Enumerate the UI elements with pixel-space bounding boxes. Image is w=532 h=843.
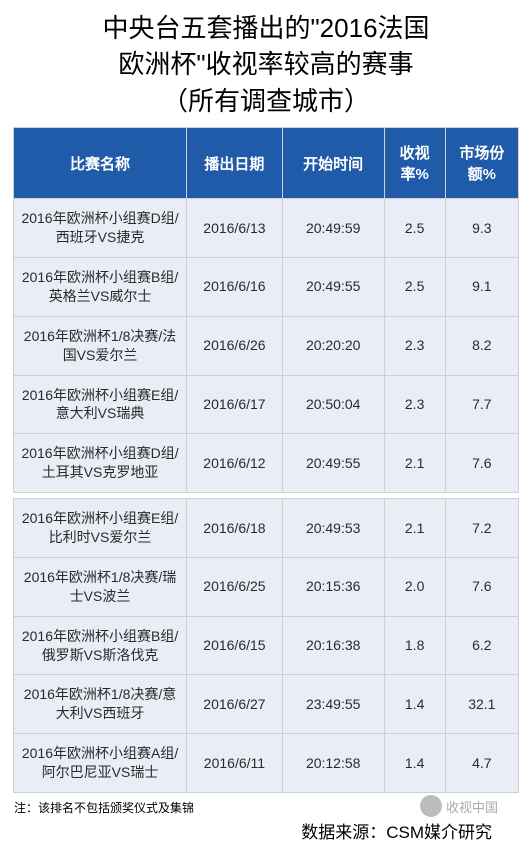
cell-time: 20:49:53 xyxy=(282,499,384,558)
th-rate: 收视率% xyxy=(384,128,445,199)
cell-date: 2016/6/13 xyxy=(187,199,283,258)
cell-name: 2016年欧洲杯1/8决赛/意大利VS西班牙 xyxy=(14,675,187,734)
table-row: 2016年欧洲杯小组赛D组/西班牙VS捷克2016/6/1320:49:592.… xyxy=(14,199,519,258)
cell-share: 8.2 xyxy=(445,316,518,375)
cell-time: 20:12:58 xyxy=(282,734,384,793)
cell-name: 2016年欧洲杯小组赛E组/比利时VS爱尔兰 xyxy=(14,499,187,558)
data-source: 数据来源：CSM媒介研究 xyxy=(0,816,532,843)
title-line-1: 欧洲杯"收视率较高的赛事 xyxy=(118,49,413,79)
cell-rate: 2.1 xyxy=(384,434,445,493)
cell-share: 7.6 xyxy=(445,557,518,616)
cell-share: 32.1 xyxy=(445,675,518,734)
table-row: 2016年欧洲杯小组赛E组/比利时VS爱尔兰2016/6/1820:49:532… xyxy=(14,499,519,558)
cell-time: 20:49:55 xyxy=(282,434,384,493)
table-row: 2016年欧洲杯小组赛B组/俄罗斯VS斯洛伐克2016/6/1520:16:38… xyxy=(14,616,519,675)
watermark-avatar-icon xyxy=(420,795,442,817)
cell-rate: 2.5 xyxy=(384,199,445,258)
title-line-0: 中央台五套播出的"2016法国 xyxy=(102,13,429,43)
cell-date: 2016/6/25 xyxy=(187,557,283,616)
cell-time: 20:15:36 xyxy=(282,557,384,616)
cell-share: 7.2 xyxy=(445,499,518,558)
cell-date: 2016/6/16 xyxy=(187,257,283,316)
cell-rate: 2.0 xyxy=(384,557,445,616)
title-line-2: （所有调查城市） xyxy=(162,86,370,116)
cell-name: 2016年欧洲杯小组赛E组/意大利VS瑞典 xyxy=(14,375,187,434)
table-row: 2016年欧洲杯小组赛E组/意大利VS瑞典2016/6/1720:50:042.… xyxy=(14,375,519,434)
cell-name: 2016年欧洲杯1/8决赛/瑞士VS波兰 xyxy=(14,557,187,616)
cell-rate: 2.3 xyxy=(384,316,445,375)
cell-share: 9.1 xyxy=(445,257,518,316)
cell-rate: 2.1 xyxy=(384,499,445,558)
page-title: 中央台五套播出的"2016法国 欧洲杯"收视率较高的赛事 （所有调查城市） xyxy=(0,0,532,127)
cell-date: 2016/6/27 xyxy=(187,675,283,734)
cell-share: 4.7 xyxy=(445,734,518,793)
cell-rate: 2.5 xyxy=(384,257,445,316)
cell-share: 7.6 xyxy=(445,434,518,493)
cell-name: 2016年欧洲杯小组赛A组/阿尔巴尼亚VS瑞士 xyxy=(14,734,187,793)
table-row: 2016年欧洲杯小组赛B组/英格兰VS威尔士2016/6/1620:49:552… xyxy=(14,257,519,316)
cell-name: 2016年欧洲杯小组赛D组/土耳其VS克罗地亚 xyxy=(14,434,187,493)
table-row: 2016年欧洲杯1/8决赛/法国VS爱尔兰2016/6/2620:20:202.… xyxy=(14,316,519,375)
cell-name: 2016年欧洲杯1/8决赛/法国VS爱尔兰 xyxy=(14,316,187,375)
cell-name: 2016年欧洲杯小组赛B组/俄罗斯VS斯洛伐克 xyxy=(14,616,187,675)
ratings-table: 比赛名称 播出日期 开始时间 收视率% 市场份额% 2016年欧洲杯小组赛D组/… xyxy=(13,127,519,793)
cell-rate: 1.4 xyxy=(384,734,445,793)
cell-date: 2016/6/11 xyxy=(187,734,283,793)
cell-time: 23:49:55 xyxy=(282,675,384,734)
cell-date: 2016/6/17 xyxy=(187,375,283,434)
cell-name: 2016年欧洲杯小组赛D组/西班牙VS捷克 xyxy=(14,199,187,258)
cell-time: 20:49:59 xyxy=(282,199,384,258)
cell-date: 2016/6/15 xyxy=(187,616,283,675)
table-row: 2016年欧洲杯小组赛D组/土耳其VS克罗地亚2016/6/1220:49:55… xyxy=(14,434,519,493)
th-time: 开始时间 xyxy=(282,128,384,199)
table-row: 2016年欧洲杯1/8决赛/瑞士VS波兰2016/6/2520:15:362.0… xyxy=(14,557,519,616)
table-row: 2016年欧洲杯1/8决赛/意大利VS西班牙2016/6/2723:49:551… xyxy=(14,675,519,734)
table-header-row: 比赛名称 播出日期 开始时间 收视率% 市场份额% xyxy=(14,128,519,199)
cell-date: 2016/6/12 xyxy=(187,434,283,493)
table-body: 2016年欧洲杯小组赛D组/西班牙VS捷克2016/6/1320:49:592.… xyxy=(14,199,519,793)
th-name: 比赛名称 xyxy=(14,128,187,199)
cell-share: 7.7 xyxy=(445,375,518,434)
cell-rate: 1.4 xyxy=(384,675,445,734)
cell-time: 20:16:38 xyxy=(282,616,384,675)
cell-date: 2016/6/26 xyxy=(187,316,283,375)
th-share: 市场份额% xyxy=(445,128,518,199)
cell-share: 9.3 xyxy=(445,199,518,258)
cell-date: 2016/6/18 xyxy=(187,499,283,558)
watermark: 收视中国 xyxy=(420,795,498,817)
table-row: 2016年欧洲杯小组赛A组/阿尔巴尼亚VS瑞士2016/6/1120:12:58… xyxy=(14,734,519,793)
cell-share: 6.2 xyxy=(445,616,518,675)
cell-time: 20:49:55 xyxy=(282,257,384,316)
cell-time: 20:50:04 xyxy=(282,375,384,434)
cell-rate: 1.8 xyxy=(384,616,445,675)
th-date: 播出日期 xyxy=(187,128,283,199)
cell-time: 20:20:20 xyxy=(282,316,384,375)
watermark-text: 收视中国 xyxy=(446,797,498,816)
cell-name: 2016年欧洲杯小组赛B组/英格兰VS威尔士 xyxy=(14,257,187,316)
cell-rate: 2.3 xyxy=(384,375,445,434)
